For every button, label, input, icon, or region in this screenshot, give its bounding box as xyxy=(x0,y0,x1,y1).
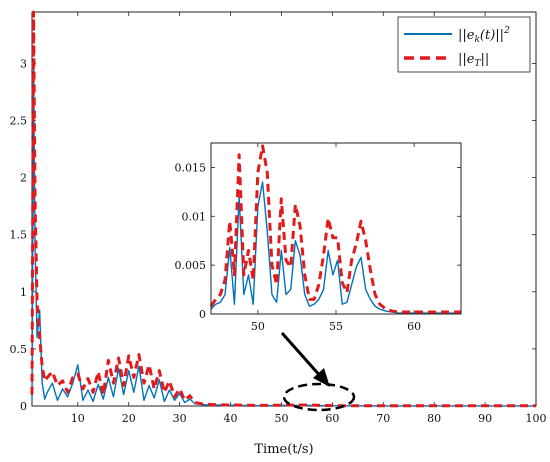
main-series-error-t xyxy=(30,10,536,408)
main-x-tick-label: 80 xyxy=(427,412,441,425)
main-y-tick-label: 0 xyxy=(20,400,27,413)
inset-x-tick-label: 60 xyxy=(407,320,421,333)
inset-background xyxy=(211,143,461,314)
inset-series-error-k xyxy=(210,181,461,314)
main-y-tick-label: 2.5 xyxy=(10,114,28,127)
zoom-arrow-shaft xyxy=(280,332,324,379)
inset-y-tick-label: 0.005 xyxy=(175,259,207,272)
inset-x-tick-label: 55 xyxy=(329,320,343,333)
main-y-tick-label: 1 xyxy=(20,286,27,299)
main-y-tick-label: 3 xyxy=(20,57,27,70)
main-x-tick-label: 90 xyxy=(478,412,492,425)
main-x-tick-label: 20 xyxy=(122,412,136,425)
main-x-tick-label: 50 xyxy=(274,412,288,425)
main-x-tick-label: 60 xyxy=(325,412,339,425)
main-y-tick-label: 1.5 xyxy=(10,229,28,242)
inset-ticks: 50 55 60 0 0.005 0.01 0.015 xyxy=(175,143,461,333)
inset-x-tick-label: 50 xyxy=(251,320,265,333)
main-x-tick-label: 30 xyxy=(173,412,187,425)
inset-y-tick-label: 0 xyxy=(199,308,206,321)
legend-label-error-t: ||eT|| xyxy=(458,52,489,69)
legend-box xyxy=(397,16,531,73)
main-y-tick-label: 2 xyxy=(20,172,27,185)
main-ticks: 10 20 30 40 50 60 70 80 90 100 0 0.5 1 1.5 2 2.5 3 xyxy=(10,12,547,425)
main-y-tick-label: 0.5 xyxy=(10,343,28,356)
main-x-tick-label: 40 xyxy=(224,412,238,425)
main-x-tick-label: 100 xyxy=(526,412,547,425)
inset-y-tick-label: 0.015 xyxy=(175,161,207,174)
inset-series-error-t xyxy=(209,144,461,314)
legend: ||ek(t)||2 ||eT|| xyxy=(397,16,531,73)
zoom-region-ellipse xyxy=(282,382,356,412)
inset-series xyxy=(209,144,461,314)
main-x-tick-label: 70 xyxy=(376,412,390,425)
zoom-arrow-head xyxy=(313,368,330,387)
inset-axes-frame xyxy=(210,142,462,315)
main-series xyxy=(30,10,536,408)
main-series-error-k xyxy=(31,62,536,407)
zoom-annotation xyxy=(280,332,356,412)
x-axis-title: Time(t/s) xyxy=(254,442,313,457)
legend-label-error-k: ||ek(t)||2 xyxy=(458,26,510,45)
main-x-tick-label: 10 xyxy=(71,412,85,425)
inset-y-tick-label: 0.01 xyxy=(182,210,207,223)
